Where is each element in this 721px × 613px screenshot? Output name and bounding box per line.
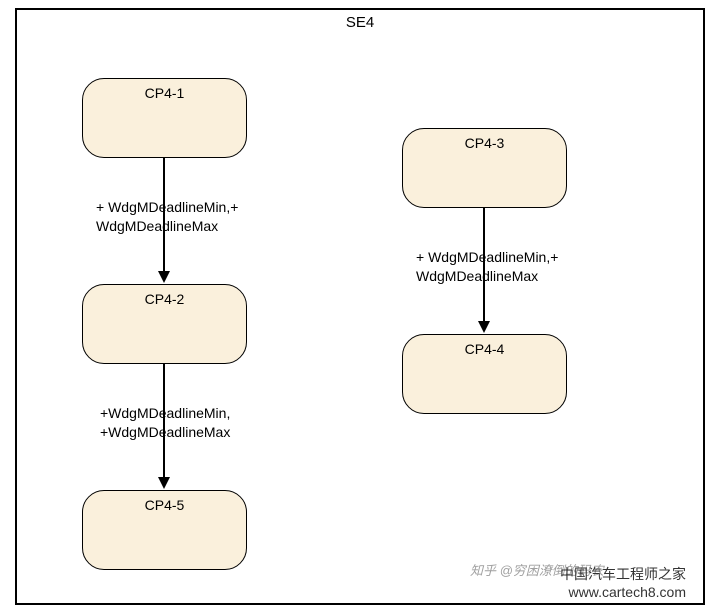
node-label-cp4-4: CP4-4 <box>465 341 505 357</box>
watermark-cartech-line1: 中国汽车工程师之家 <box>560 565 686 583</box>
node-cp4-3: CP4-3 <box>402 128 567 208</box>
node-label-cp4-1: CP4-1 <box>145 85 185 101</box>
node-label-cp4-2: CP4-2 <box>145 291 185 307</box>
node-label-cp4-5: CP4-5 <box>145 497 185 513</box>
edge-label-e2: +WdgMDeadlineMin, +WdgMDeadlineMax <box>100 404 230 442</box>
edge-arrow-e3 <box>478 321 490 333</box>
edge-label-e1: + WdgMDeadlineMin,+ WdgMDeadlineMax <box>96 198 238 236</box>
container-title: SE4 <box>346 14 374 31</box>
watermark-cartech-line2: www.cartech8.com <box>560 583 686 601</box>
watermark-cartech: 中国汽车工程师之家 www.cartech8.com <box>560 565 686 601</box>
node-cp4-4: CP4-4 <box>402 334 567 414</box>
node-cp4-2: CP4-2 <box>82 284 247 364</box>
node-cp4-5: CP4-5 <box>82 490 247 570</box>
edge-arrow-e1 <box>158 271 170 283</box>
edge-arrow-e2 <box>158 477 170 489</box>
node-cp4-1: CP4-1 <box>82 78 247 158</box>
node-label-cp4-3: CP4-3 <box>465 135 505 151</box>
edge-label-e3: + WdgMDeadlineMin,+ WdgMDeadlineMax <box>416 248 558 286</box>
